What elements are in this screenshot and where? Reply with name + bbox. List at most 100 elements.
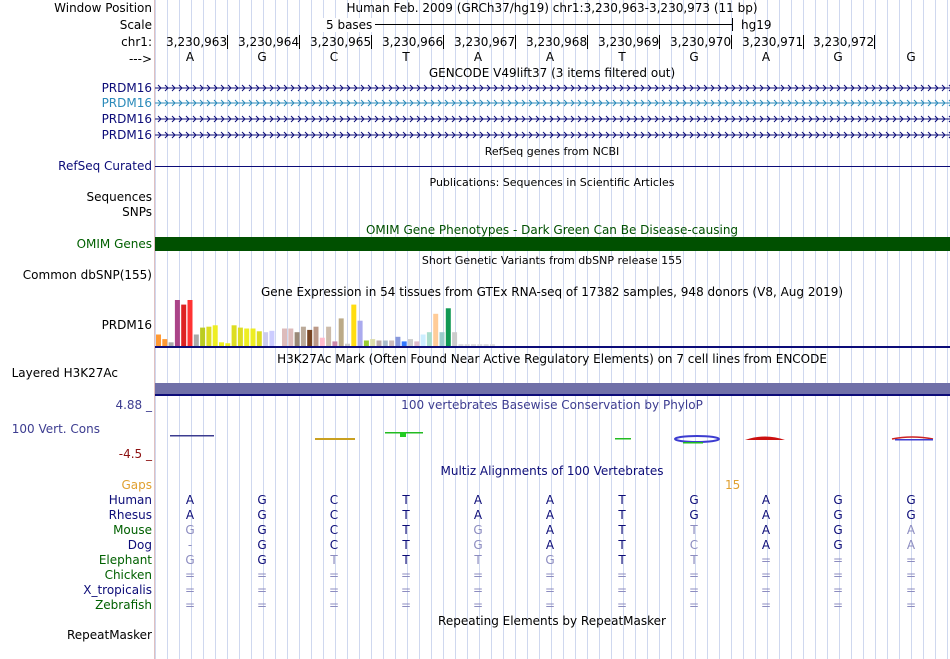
label-cons[interactable]: 100 Vert. Cons	[11, 422, 100, 436]
gtex-tissue-bar[interactable]	[250, 328, 256, 346]
label-window-position[interactable]: Window Position	[54, 1, 152, 15]
label-prdm16-2[interactable]: PRDM16	[101, 96, 152, 110]
strand-arrow	[381, 84, 386, 92]
gtex-tissue-bar[interactable]	[231, 325, 237, 346]
gtex-tissue-bar[interactable]	[288, 328, 294, 346]
strand-arrow	[822, 99, 827, 107]
label-prdm16-4[interactable]: PRDM16	[101, 128, 152, 142]
omim-gene-bar[interactable]	[155, 237, 950, 251]
gtex-tissue-bar[interactable]	[237, 327, 243, 346]
strand-arrow	[731, 84, 736, 92]
strand-arrow	[199, 115, 204, 123]
gtex-tissue-bar[interactable]	[219, 342, 224, 346]
gtex-tissue-bar[interactable]	[174, 300, 180, 346]
label-scale[interactable]: Scale	[119, 18, 152, 32]
gtex-tissue-bar[interactable]	[439, 332, 445, 346]
gtex-tissue-bar[interactable]	[458, 344, 464, 346]
gtex-tissue-bar[interactable]	[162, 339, 168, 346]
strand-arrow	[297, 115, 302, 123]
strand-arrow	[514, 131, 519, 139]
gtex-tissue-bar[interactable]	[357, 320, 363, 346]
gtex-tissue-bar[interactable]	[168, 342, 174, 346]
label-sequences[interactable]: Sequences	[86, 190, 152, 204]
gtex-tissue-bar[interactable]	[244, 328, 250, 346]
repeatmasker-track-title: Repeating Elements by RepeatMasker	[438, 614, 666, 628]
gtex-tissue-bar[interactable]	[433, 313, 439, 346]
strand-arrow	[794, 115, 799, 123]
gtex-tissue-bar[interactable]	[345, 343, 350, 346]
strand-arrow	[857, 131, 862, 139]
gtex-tissue-bar[interactable]	[200, 327, 206, 346]
alignment-base: =	[184, 568, 196, 582]
gencode-gene-lines[interactable]	[155, 80, 950, 140]
label-prdm16-1[interactable]: PRDM16	[101, 81, 152, 95]
strand-arrow	[633, 84, 638, 92]
strand-arrow	[766, 99, 771, 107]
alignment-base: A	[761, 508, 771, 522]
label-prdm16-3[interactable]: PRDM16	[101, 112, 152, 126]
label-chrom[interactable]: chr1:	[121, 35, 152, 49]
strand-arrow	[801, 99, 806, 107]
gtex-tissue-bar[interactable]	[351, 304, 357, 346]
gtex-tissue-bar[interactable]	[326, 326, 332, 346]
gtex-tissue-bar[interactable]	[414, 341, 420, 346]
gtex-tissue-bar[interactable]	[294, 332, 300, 346]
gtex-tissue-bar[interactable]	[363, 340, 369, 346]
gtex-bar-chart[interactable]	[155, 298, 950, 346]
label-h3k27ac[interactable]: Layered H3K27Ac	[11, 366, 118, 380]
gtex-tissue-bar[interactable]	[464, 344, 470, 346]
strand-arrow	[787, 115, 792, 123]
refseq-gene-line[interactable]	[155, 166, 950, 167]
gtex-tissue-bar[interactable]	[420, 334, 426, 347]
gtex-tissue-bar[interactable]	[389, 340, 395, 346]
label-omim[interactable]: OMIM Genes	[76, 237, 152, 251]
gtex-tissue-bar[interactable]	[319, 337, 325, 346]
gtex-tissue-bar[interactable]	[212, 325, 218, 346]
gtex-tissue-bar[interactable]	[193, 334, 199, 347]
gtex-tissue-bar[interactable]	[313, 326, 319, 346]
gtex-tissue-bar[interactable]	[370, 339, 376, 346]
label-repeatmasker[interactable]: RepeatMasker	[66, 628, 152, 642]
h3k27ac-signal[interactable]	[155, 383, 950, 394]
gtex-tissue-bar[interactable]	[483, 344, 489, 346]
label-refseq[interactable]: RefSeq Curated	[58, 159, 152, 173]
strand-arrow	[766, 131, 771, 139]
gtex-tissue-bar[interactable]	[282, 328, 287, 346]
gtex-tissue-bar[interactable]	[300, 326, 306, 346]
gtex-tissue-bar[interactable]	[206, 326, 212, 346]
gtex-tissue-bar[interactable]	[445, 308, 451, 346]
gtex-tissue-bar[interactable]	[332, 341, 338, 346]
gtex-tissue-bar[interactable]	[426, 332, 432, 346]
gtex-tissue-bar[interactable]	[338, 318, 344, 346]
gtex-tissue-bar[interactable]	[181, 304, 187, 346]
phylop-conservation-plot[interactable]	[155, 425, 950, 450]
gtex-tissue-bar[interactable]	[376, 340, 382, 346]
label-snps[interactable]: SNPs	[122, 205, 152, 219]
gtex-tissue-bar[interactable]	[307, 329, 313, 346]
gtex-tissue-bar[interactable]	[395, 336, 401, 346]
gtex-tissue-bar[interactable]	[477, 344, 483, 346]
alignment-base: =	[400, 583, 412, 597]
gtex-tissue-bar[interactable]	[256, 331, 262, 346]
gtex-tissue-bar[interactable]	[263, 332, 269, 346]
label-dbsnp[interactable]: Common dbSNP(155)	[22, 268, 152, 282]
strand-arrow	[759, 84, 764, 92]
gtex-tissue-bar[interactable]	[187, 300, 193, 346]
gtex-tissue-bar[interactable]	[225, 343, 231, 346]
gtex-tissue-bar[interactable]	[489, 344, 495, 346]
strand-arrow	[591, 115, 596, 123]
gtex-tissue-bar[interactable]	[471, 344, 476, 346]
gtex-tissue-bar[interactable]	[408, 339, 413, 346]
gtex-tissue-bar[interactable]	[452, 332, 458, 346]
label-strand[interactable]: --->	[128, 52, 152, 66]
strand-arrow	[507, 115, 512, 123]
gtex-tissue-bar[interactable]	[275, 343, 281, 346]
gtex-tissue-bar[interactable]	[269, 330, 275, 346]
label-gtex[interactable]: PRDM16	[101, 318, 152, 332]
gtex-tissue-bar[interactable]	[401, 341, 407, 346]
gtex-tissue-bar[interactable]	[382, 340, 388, 346]
alignment-base: G	[185, 553, 195, 567]
gtex-tissue-bar[interactable]	[156, 334, 161, 347]
strand-arrow	[703, 115, 708, 123]
track-area[interactable]: Human Feb. 2009 (GRCh37/hg19) chr1:3,230…	[155, 0, 950, 659]
